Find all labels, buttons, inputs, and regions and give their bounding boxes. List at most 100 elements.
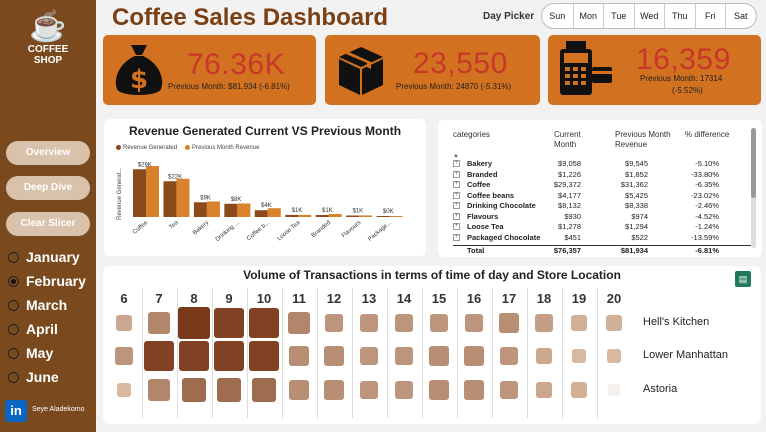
col-header-previous[interactable]: Previous Month Revenue <box>615 130 671 150</box>
table-row[interactable]: + Bakery $9,058 $9,545 -5.10% <box>453 159 753 169</box>
bar-previous[interactable] <box>146 166 159 217</box>
heatmap-cell[interactable] <box>324 346 344 366</box>
day-tue[interactable]: Tue <box>603 4 634 28</box>
bar-previous[interactable] <box>176 178 190 217</box>
heatmap-cell[interactable] <box>464 380 484 400</box>
bar-current[interactable] <box>315 215 329 217</box>
day-mon[interactable]: Mon <box>572 4 604 28</box>
heatmap-cell[interactable] <box>115 314 133 332</box>
bar-previous[interactable] <box>206 201 220 217</box>
day-fri[interactable]: Fri <box>694 4 726 28</box>
heatmap-cell[interactable] <box>114 346 134 366</box>
bar-current[interactable] <box>224 203 238 217</box>
clear-slicer-button[interactable]: Clear Slicer <box>6 212 90 236</box>
table-row[interactable]: + Flavours $930 $974 -4.52% <box>453 212 753 222</box>
bar-previous[interactable] <box>328 213 342 217</box>
month-april[interactable]: April <box>8 321 58 337</box>
expand-icon[interactable]: + <box>453 170 460 178</box>
heatmap-cell[interactable] <box>607 383 621 397</box>
col-header-categories[interactable]: categories <box>453 130 490 139</box>
bar-previous[interactable] <box>267 208 281 217</box>
chat-icon[interactable]: ▤ <box>735 271 751 287</box>
heatmap-cell[interactable] <box>216 377 242 403</box>
expand-icon[interactable]: + <box>453 233 460 241</box>
bar-current[interactable] <box>346 215 360 217</box>
heatmap-cell[interactable] <box>181 377 207 403</box>
table-row[interactable]: + Loose Tea $1,278 $1,294 -1.24% <box>453 222 753 232</box>
linkedin-icon[interactable]: in <box>5 400 27 422</box>
heatmap-cell[interactable] <box>324 313 344 333</box>
heatmap-cell[interactable] <box>289 346 309 366</box>
bar-previous[interactable] <box>237 203 251 217</box>
expand-icon[interactable]: + <box>453 223 460 230</box>
heatmap-cell[interactable] <box>429 380 449 400</box>
heatmap-cell[interactable] <box>117 383 131 397</box>
overview-button[interactable]: Overview <box>6 141 90 165</box>
expand-icon[interactable]: + <box>453 191 460 199</box>
heatmap-cell[interactable] <box>499 346 519 366</box>
heatmap-cell[interactable] <box>394 313 414 333</box>
heatmap-cell[interactable] <box>148 312 170 334</box>
col-header-current[interactable]: Current Month <box>554 130 581 150</box>
table-row[interactable]: + Coffee $29,372 $31,362 -6.35% <box>453 180 753 190</box>
heatmap-cell[interactable] <box>571 382 587 398</box>
month-february[interactable]: February <box>8 273 86 289</box>
heatmap-cell[interactable] <box>464 346 484 366</box>
heatmap-cell[interactable] <box>429 313 449 333</box>
bar-previous[interactable] <box>389 216 403 217</box>
bar-current[interactable] <box>163 181 177 217</box>
day-wed[interactable]: Wed <box>633 4 665 28</box>
bar-current[interactable] <box>376 216 390 217</box>
table-row[interactable]: + Branded $1,226 $1,852 -33.80% <box>453 170 753 180</box>
heatmap-cell[interactable] <box>248 340 280 372</box>
heatmap-cell[interactable] <box>288 312 310 334</box>
expand-icon[interactable]: + <box>453 160 460 167</box>
heatmap-cell[interactable] <box>143 340 175 372</box>
heatmap-cell[interactable] <box>607 349 621 363</box>
heatmap-cell[interactable] <box>464 313 484 333</box>
bar-current[interactable] <box>193 202 207 217</box>
heatmap-cell[interactable] <box>535 347 553 365</box>
heatmap-cell[interactable] <box>499 380 519 400</box>
expand-icon[interactable]: + <box>453 181 460 188</box>
heatmap-cell[interactable] <box>535 381 553 399</box>
heatmap-cell[interactable] <box>324 380 344 400</box>
heatmap-cell[interactable] <box>213 340 245 372</box>
bar-current[interactable] <box>254 210 268 217</box>
heatmap-cell[interactable] <box>251 377 277 403</box>
scrollbar-thumb[interactable] <box>751 128 756 198</box>
heatmap-cell[interactable] <box>178 307 210 339</box>
bar-current[interactable] <box>285 214 299 217</box>
table-scrollbar[interactable] <box>751 128 756 248</box>
heatmap-cell[interactable] <box>606 315 622 331</box>
heatmap-cell[interactable] <box>359 313 379 333</box>
table-row[interactable]: + Drinking Chocolate $8,132 $8,338 -2.46% <box>453 201 753 211</box>
deep-dive-button[interactable]: Deep Dive <box>6 176 90 200</box>
day-sat[interactable]: Sat <box>725 4 756 28</box>
heatmap-cell[interactable] <box>429 346 449 366</box>
heatmap-cell[interactable] <box>571 315 587 331</box>
heatmap-cell[interactable] <box>289 380 309 400</box>
table-row[interactable]: + Coffee beans $4,177 $5,425 -23.02% <box>453 191 753 201</box>
month-march[interactable]: March <box>8 297 67 313</box>
col-header-diff[interactable]: % difference <box>685 130 730 139</box>
month-january[interactable]: January <box>8 249 80 265</box>
day-thu[interactable]: Thu <box>664 4 695 28</box>
heatmap-cell[interactable] <box>572 349 586 363</box>
month-june[interactable]: June <box>8 369 59 385</box>
month-may[interactable]: May <box>8 345 53 361</box>
day-sun[interactable]: Sun <box>549 11 566 21</box>
heatmap-cell[interactable] <box>359 346 379 366</box>
heatmap-cell[interactable] <box>394 380 414 400</box>
heatmap-cell[interactable] <box>394 346 414 366</box>
heatmap-cell[interactable] <box>213 307 245 339</box>
bar-previous[interactable] <box>298 214 312 217</box>
heatmap-cell[interactable] <box>499 313 519 333</box>
sort-arrow-icon[interactable]: ▲ <box>453 153 459 159</box>
heatmap-cell[interactable] <box>359 380 379 400</box>
table-row[interactable]: + Packaged Chocolate $451 $522 -13.59% <box>453 233 753 243</box>
heatmap-cell[interactable] <box>248 307 280 339</box>
bar-previous[interactable] <box>359 215 373 217</box>
bar-current[interactable] <box>133 169 146 217</box>
heatmap-cell[interactable] <box>535 314 553 332</box>
